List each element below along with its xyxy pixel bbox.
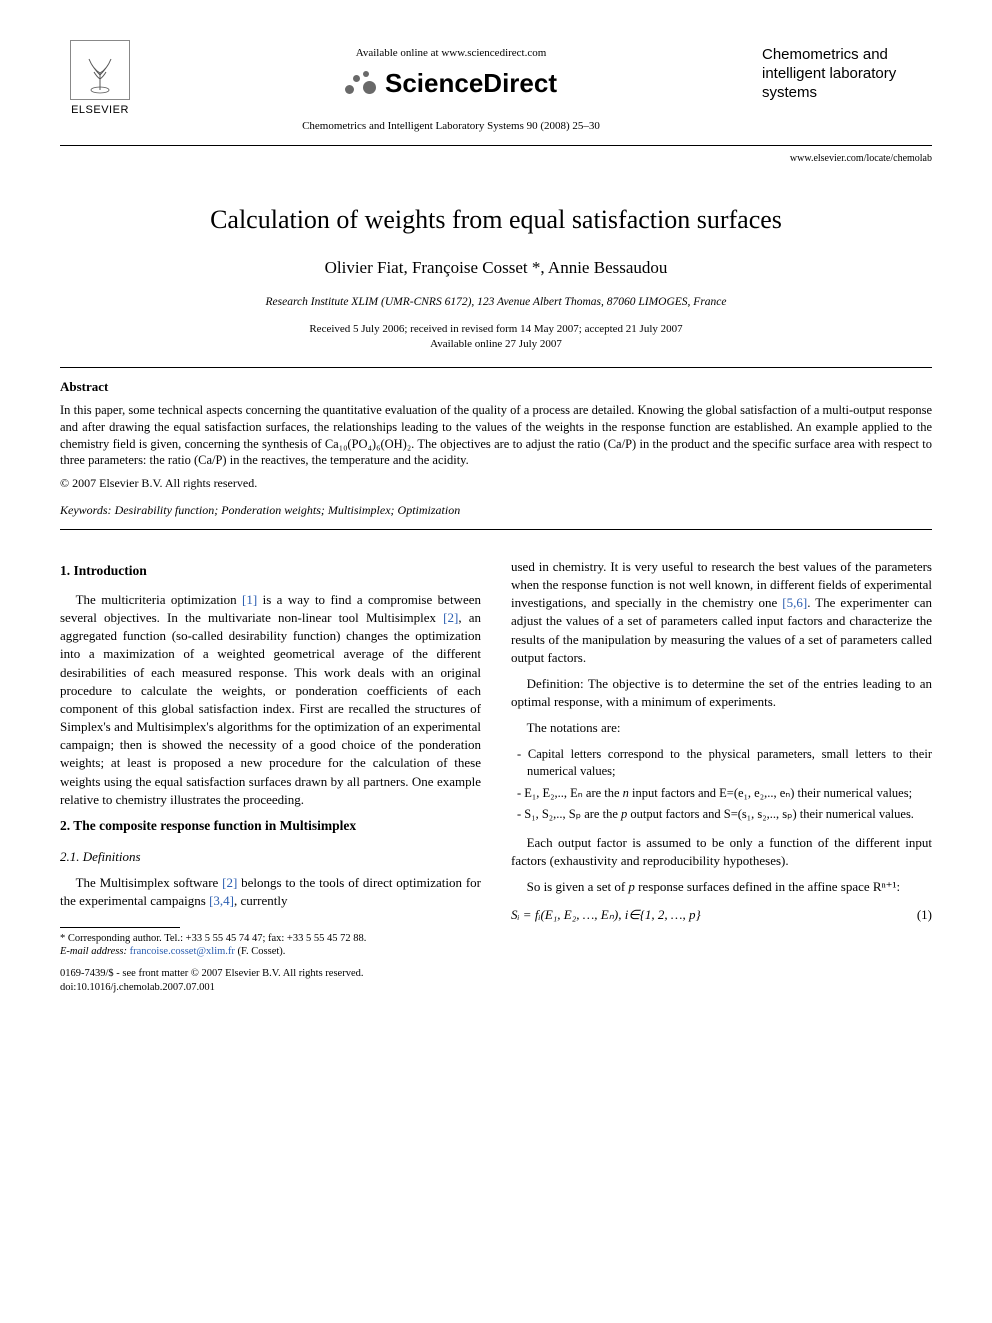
section-2-heading: 2. The composite response function in Mu… (60, 817, 481, 836)
journal-reference: Chemometrics and Intelligent Laboratory … (140, 119, 762, 134)
header-rule (60, 145, 932, 146)
abstract-text: In this paper, some technical aspects co… (60, 402, 932, 470)
center-header: Available online at www.sciencedirect.co… (140, 40, 762, 135)
text-fragment: So is given a set of (527, 879, 629, 894)
abstract-copyright: © 2007 Elsevier B.V. All rights reserved… (60, 475, 932, 492)
corresponding-author-footnote: * Corresponding author. Tel.: +33 5 55 4… (60, 932, 481, 959)
abstract-heading: Abstract (60, 378, 932, 396)
equation-1: Sᵢ = fᵢ(E₁, E₂, …, Eₙ), i∈{1, 2, …, p} (511, 906, 701, 924)
two-column-body: 1. Introduction The multicriteria optimi… (60, 558, 932, 996)
text-fragment: input factors and E=(e₁, e₂,.., eₙ) thei… (629, 786, 912, 800)
equation-1-number: (1) (917, 906, 932, 924)
section-2-1-para-1: The Multisimplex software [2] belongs to… (60, 874, 481, 910)
affiliation: Research Institute XLIM (UMR-CNRS 6172),… (60, 294, 932, 310)
abstract-rule-top (60, 367, 932, 368)
right-col-para-3: So is given a set of p response surfaces… (511, 878, 932, 896)
text-fragment: output factors and S=(s₁, s₂,.., sₚ) the… (627, 807, 914, 821)
notation-item-2: - E₁, E₂,.., Eₙ are the n input factors … (517, 785, 932, 803)
keywords-line: Keywords: Desirability function; Pondera… (60, 502, 932, 519)
dates-line-2: Available online 27 July 2007 (60, 337, 932, 352)
notations-intro: The notations are: (511, 719, 932, 737)
text-fragment: - E₁, E₂,.., Eₙ are the (517, 786, 623, 800)
journal-title-block: Chemometrics and intelligent laboratory … (762, 40, 932, 102)
ref-link-34[interactable]: [3,4] (209, 893, 234, 908)
text-fragment: The multicriteria optimization (76, 592, 242, 607)
article-dates: Received 5 July 2006; received in revise… (60, 322, 932, 353)
footnote-email-line: E-mail address: francoise.cosset@xlim.fr… (60, 945, 481, 959)
section-1-heading: 1. Introduction (60, 562, 481, 581)
definition-para: Definition: The objective is to determin… (511, 675, 932, 711)
right-col-para-1: used in chemistry. It is very useful to … (511, 558, 932, 667)
sciencedirect-text: ScienceDirect (385, 65, 557, 101)
notation-list: - Capital letters correspond to the phys… (517, 746, 932, 824)
available-online-text: Available online at www.sciencedirect.co… (140, 46, 762, 61)
publisher-logo-block: ELSEVIER (60, 40, 140, 118)
keywords-label: Keywords: (60, 503, 112, 517)
notation-item-3: - S₁, S₂,.., Sₚ are the p output factors… (517, 806, 932, 824)
journal-url: www.elsevier.com/locate/chemolab (60, 152, 932, 166)
doi-line: doi:10.1016/j.chemolab.2007.07.001 (60, 981, 481, 996)
abstract-rule-bottom (60, 529, 932, 530)
text-fragment: , currently (234, 893, 287, 908)
left-column: 1. Introduction The multicriteria optimi… (60, 558, 481, 996)
authors: Olivier Fiat, Françoise Cosset *, Annie … (60, 256, 932, 280)
ref-link-2[interactable]: [2] (443, 610, 458, 625)
elsevier-label: ELSEVIER (71, 103, 129, 118)
footnote-separator (60, 927, 180, 928)
ref-link-56[interactable]: [5,6] (782, 595, 807, 610)
doi-block: 0169-7439/$ - see front matter © 2007 El… (60, 967, 481, 996)
email-tail: (F. Cosset). (235, 946, 286, 957)
keywords-text: Desirability function; Ponderation weigh… (112, 503, 461, 517)
abstract-body: In this paper, some technical aspects co… (60, 403, 932, 468)
text-fragment: response surfaces defined in the affine … (635, 879, 900, 894)
journal-title-right: Chemometrics and intelligent laboratory … (762, 46, 932, 102)
ref-link-2b[interactable]: [2] (222, 875, 237, 890)
section-1-para-1: The multicriteria optimization [1] is a … (60, 591, 481, 809)
footnote-corr: * Corresponding author. Tel.: +33 5 55 4… (60, 932, 481, 946)
header-banner: ELSEVIER Available online at www.science… (60, 40, 932, 137)
dates-line-1: Received 5 July 2006; received in revise… (60, 322, 932, 337)
article-title: Calculation of weights from equal satisf… (60, 202, 932, 238)
section-2-1-heading: 2.1. Definitions (60, 848, 481, 866)
text-fragment: , an aggregated function (so-called desi… (60, 610, 481, 807)
right-column: used in chemistry. It is very useful to … (511, 558, 932, 996)
email-link[interactable]: francoise.cosset@xlim.fr (127, 946, 235, 957)
text-fragment: The Multisimplex software (76, 875, 223, 890)
equation-1-row: Sᵢ = fᵢ(E₁, E₂, …, Eₙ), i∈{1, 2, …, p} (… (511, 906, 932, 924)
sciencedirect-logo: ScienceDirect (345, 65, 557, 101)
right-col-para-2: Each output factor is assumed to be only… (511, 834, 932, 870)
notation-item-1: - Capital letters correspond to the phys… (517, 746, 932, 781)
issn-line: 0169-7439/$ - see front matter © 2007 El… (60, 967, 481, 982)
elsevier-tree-icon (70, 40, 130, 100)
text-fragment: - S₁, S₂,.., Sₚ are the (517, 807, 621, 821)
ref-link-1[interactable]: [1] (242, 592, 257, 607)
sciencedirect-dots-icon (345, 69, 379, 99)
email-label: E-mail address: (60, 946, 127, 957)
